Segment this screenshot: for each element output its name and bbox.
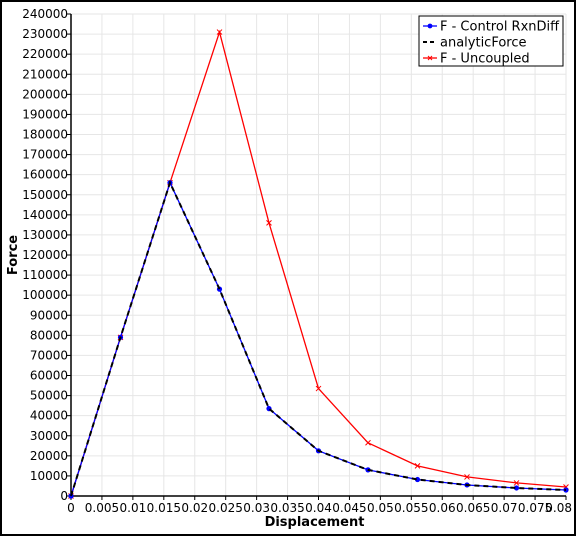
x-tick-label: 0.01: [120, 501, 147, 515]
data-point: [513, 480, 520, 486]
x-tick-label: 0.08: [545, 501, 572, 515]
y-tick-label: 220000: [22, 47, 68, 61]
legend-marker: [427, 55, 433, 61]
y-tick-label: 0: [60, 489, 68, 503]
x-tick-label: 0.07: [491, 501, 518, 515]
y-tick-label: 20000: [30, 449, 68, 463]
data-point: [266, 220, 272, 226]
y-tick-label: 30000: [30, 429, 68, 443]
data-point: [365, 439, 371, 446]
x-tick-label: 0.015: [147, 501, 181, 515]
x-tick-label: 0: [67, 501, 75, 515]
legend-box: [418, 15, 564, 67]
y-tick-label: 180000: [22, 128, 68, 142]
data-point: [513, 485, 520, 491]
y-tick-label: 40000: [30, 409, 68, 423]
x-tick-label: 0.04: [305, 501, 332, 515]
x-tick-label: 0.06: [429, 501, 456, 515]
axes: 0 10000 20000 30000 40000 50000 60000 70000 8000…: [6, 7, 572, 530]
x-tick-label: 0.025: [209, 501, 243, 515]
data-point: [464, 474, 470, 480]
y-tick-label: 90000: [30, 308, 68, 322]
y-tick-label: 240000: [22, 7, 68, 21]
x-tick-label: 0.02: [181, 501, 208, 515]
y-tick-label: 230000: [22, 27, 68, 41]
y-tick-label: 150000: [22, 188, 68, 202]
y-tick-label: 70000: [30, 348, 68, 362]
grid: [70, 13, 567, 497]
y-tick-label: 10000: [30, 469, 68, 483]
x-tick-label: 0.03: [243, 501, 270, 515]
y-tick-label: 200000: [22, 87, 68, 101]
y-tick-label: 170000: [22, 148, 68, 162]
legend-label: analyticForce: [440, 36, 527, 51]
x-tick-label: 0.075: [518, 501, 552, 515]
data-point: [315, 385, 322, 392]
y-tick-label: 110000: [22, 268, 68, 282]
y-tick-label: 210000: [22, 67, 68, 81]
y-tick-label: 130000: [22, 228, 68, 242]
x-tick-label: 0.065: [456, 501, 490, 515]
data-point: [414, 463, 421, 469]
y-tick-label: 190000: [22, 107, 68, 121]
y-tick-label: 60000: [30, 369, 68, 383]
series-layer: [68, 29, 569, 499]
y-axis-title: Force: [6, 235, 21, 275]
x-tick-label: 0.055: [394, 501, 428, 515]
y-tick-label: 80000: [30, 328, 68, 342]
y-tick-label: 100000: [22, 288, 68, 302]
x-tick-label: 0.005: [85, 501, 119, 515]
legend-label: F - Uncoupled: [440, 52, 530, 67]
legend-label: F - Control RxnDiff: [440, 20, 560, 35]
legend-marker: [427, 23, 433, 29]
x-tick-label: 0.045: [332, 501, 366, 515]
y-tick-label: 120000: [22, 248, 68, 262]
x-axis-title: Displacement: [265, 515, 365, 530]
x-tick-label: 0.035: [270, 501, 304, 515]
y-tick-label: 160000: [22, 168, 68, 182]
y-tick-label: 140000: [22, 208, 68, 222]
y-tick-label: 50000: [30, 389, 68, 403]
data-point: [216, 29, 223, 35]
x-tick-label: 0.05: [367, 501, 394, 515]
series-line-1: [70, 179, 567, 497]
